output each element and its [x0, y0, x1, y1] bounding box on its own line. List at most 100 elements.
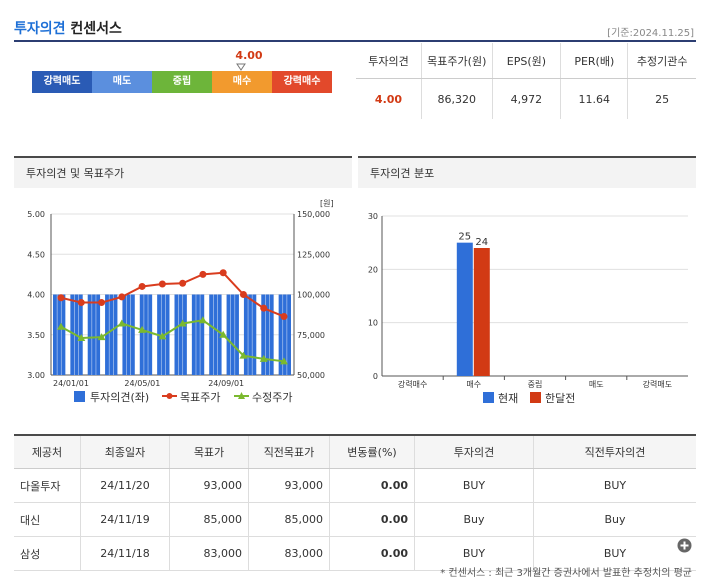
opinion-bar	[209, 294, 222, 375]
col-change: 변동률(%)	[329, 434, 415, 469]
legend-label: 목표주가	[180, 391, 220, 404]
col-opinion: 투자의견	[414, 434, 534, 469]
legend-swatch	[530, 392, 541, 403]
opinion-distribution-chart: 30 20 10 0 강력매수 매수 중립 매도 강력매도 25 24 현재 한달전	[368, 212, 688, 405]
table-cell: BUY	[533, 468, 696, 503]
opinion-bar	[226, 294, 239, 375]
table-cell: 삼성	[14, 536, 81, 571]
adjusted-price-point	[97, 333, 106, 341]
legend-swatch	[483, 392, 494, 403]
opinion-bar	[105, 294, 118, 375]
distribution-bar	[456, 242, 473, 376]
x-tick: 중립	[528, 380, 543, 389]
opinion-bar	[87, 294, 101, 375]
y-tick: 0	[373, 372, 378, 381]
legend-label: 수정주가	[252, 391, 292, 404]
table-cell: BUY	[533, 536, 696, 571]
distribution-chart-header: 투자의견 분포	[358, 156, 696, 188]
adjusted-price-point	[219, 330, 228, 338]
bar-value-label: 25	[458, 232, 471, 243]
opinion-bar	[174, 294, 187, 375]
y-tick: 10	[368, 319, 378, 328]
page-title: 투자의견 컨센서스	[14, 18, 122, 38]
adjusted-price-point	[158, 332, 167, 340]
y-right-tick: 125,000	[297, 250, 330, 259]
col-target: 목표가	[169, 434, 249, 469]
legend-label: 한달전	[545, 392, 575, 405]
table-cell: 24/11/19	[80, 502, 170, 537]
y-left-tick: 5.00	[27, 210, 45, 219]
x-tick: 강력매수	[398, 379, 427, 389]
x-tick: 24/09/01	[208, 379, 244, 388]
table-cell: 24/11/20	[80, 468, 170, 503]
target-price-point	[118, 293, 126, 301]
col-prev-opinion: 직전투자의견	[533, 434, 696, 469]
legend-swatch	[74, 391, 85, 402]
scale-segment-2: 중립	[152, 71, 212, 93]
target-price-point	[98, 299, 106, 307]
target-price-point	[179, 279, 187, 287]
summary-value-opinion: 4.00	[374, 92, 403, 106]
table-cell: 93,000	[248, 468, 330, 503]
col-date: 최종일자	[80, 434, 170, 469]
broker-table: 제공처 최종일자 목표가 직전목표가 변동률(%) 투자의견 직전투자의견 다올…	[14, 434, 696, 571]
adjusted-price-point	[77, 333, 86, 341]
distribution-chart-title: 투자의견 분포	[370, 167, 435, 180]
table-cell: 93,000	[169, 468, 249, 503]
adjusted-price-point	[138, 325, 147, 333]
y-tick: 30	[368, 212, 378, 221]
opinion-bar	[191, 294, 205, 375]
title-part-consensus: 컨센서스	[70, 21, 122, 37]
y-left-tick: 4.00	[27, 291, 45, 300]
y-left-tick: 3.50	[27, 331, 45, 340]
summary-table: 투자의견 목표주가(원) EPS(원) PER(배) 추정기관수 4.00 86…	[356, 43, 696, 119]
y-left-tick: 4.50	[27, 250, 45, 259]
table-cell: 83,000	[169, 536, 249, 571]
summary-header-per: PER(배)	[560, 43, 628, 79]
scale-segment-0: 강력매도	[32, 71, 92, 93]
summary-value-per: 11.64	[560, 78, 628, 119]
opinion-target-chart: 5.00 150,000 4.50 125,000 4.00 100,000 3.50 75,…	[27, 199, 334, 404]
x-tick: 매도	[589, 380, 604, 389]
y-right-tick: 75,000	[297, 331, 325, 340]
table-row: 다올투자 24/11/20 93,000 93,000 0.00 BUY BUY	[14, 468, 696, 503]
adjusted-price-point	[198, 316, 207, 324]
table-cell: BUY	[414, 536, 534, 571]
opinion-bar	[53, 294, 66, 375]
target-price-point	[199, 270, 207, 278]
opinion-chart-header: 투자의견 및 목표주가	[14, 156, 352, 188]
opinion-bar	[243, 294, 257, 375]
adjusted-price-line	[60, 319, 285, 363]
scale-segment-1: 매도	[92, 71, 152, 93]
scale-segment-4: 강력매수	[272, 71, 332, 93]
x-tick: 강력매도	[643, 379, 672, 389]
header-divider	[14, 40, 696, 42]
legend-label: 현재	[498, 392, 518, 405]
y-tick: 20	[368, 265, 378, 274]
y-right-tick: 50,000	[297, 371, 325, 380]
adjusted-price-point	[178, 319, 187, 327]
col-prev-target: 직전목표가	[248, 434, 330, 469]
table-cell: 0.00	[329, 468, 415, 503]
table-cell: 다올투자	[14, 468, 81, 503]
target-price-point	[138, 282, 146, 290]
opinion-bar	[139, 294, 153, 375]
scale-segment-3: 매수	[212, 71, 272, 93]
legend-marker	[238, 392, 245, 399]
target-price-point	[260, 304, 268, 312]
y-right-unit: [원]	[320, 199, 334, 208]
opinion-chart-title: 투자의견 및 목표주가	[26, 167, 125, 180]
table-cell: 대신	[14, 502, 81, 537]
opinion-bar	[261, 294, 274, 375]
plus-circle-icon[interactable]	[677, 538, 692, 553]
x-tick: 매수	[466, 380, 481, 389]
scale-current-value: 4.00	[235, 49, 263, 62]
target-price-point	[280, 313, 288, 321]
summary-value-target: 86,320	[420, 78, 493, 119]
adjusted-price-point	[239, 351, 248, 359]
footnote: * 컨센서스 : 최근 3개월간 증권사에서 발표한 추정치의 평균	[440, 568, 692, 579]
target-price-point	[57, 294, 65, 302]
table-cell: BUY	[414, 468, 534, 503]
title-part-opinion: 투자의견	[14, 21, 66, 37]
table-cell: 24/11/18	[80, 536, 170, 571]
